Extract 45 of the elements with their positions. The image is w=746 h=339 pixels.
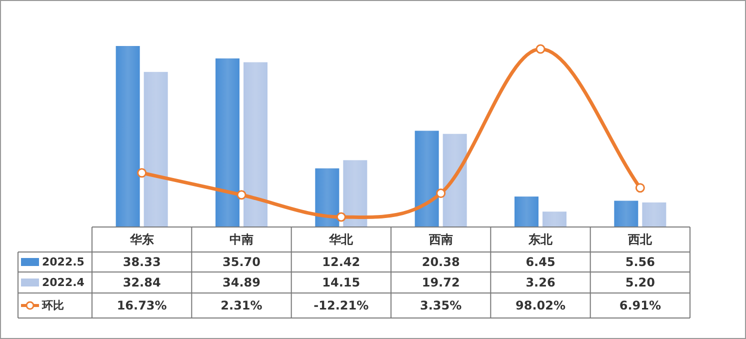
- data-label: 6.91%: [619, 298, 661, 312]
- bar: [315, 168, 340, 227]
- bar: [614, 200, 638, 227]
- x-tick-label: 华东: [128, 232, 154, 246]
- point: [436, 188, 446, 198]
- point: [137, 168, 147, 178]
- bar: [343, 160, 368, 227]
- point: [536, 44, 546, 54]
- data-label: 35.70: [222, 255, 260, 269]
- data-label: 12.42: [322, 255, 360, 269]
- legend-label: 2022.5: [42, 256, 84, 268]
- bar: [642, 202, 666, 227]
- x-tick-label: 东北: [528, 232, 554, 246]
- legend-label: 2022.4: [42, 276, 85, 289]
- data-label: 98.02%: [516, 298, 566, 312]
- bar: [244, 62, 268, 227]
- bar: [542, 212, 566, 227]
- data-label: 3.35%: [420, 298, 462, 312]
- data-label: 32.84: [122, 276, 161, 290]
- bar: [216, 58, 240, 227]
- point: [236, 190, 246, 200]
- point: [336, 212, 346, 222]
- data-label: 6.45: [526, 255, 556, 269]
- data-label: 5.20: [625, 276, 655, 290]
- bar: [116, 46, 140, 227]
- data-label: 38.33: [122, 255, 161, 269]
- data-label: 20.38: [422, 255, 460, 269]
- point: [635, 183, 645, 193]
- x-tick-label: 西北: [627, 232, 654, 246]
- data-label: 5.56: [625, 255, 655, 269]
- data-label: 3.26: [526, 276, 556, 290]
- data-label: 19.72: [422, 276, 460, 290]
- bar: [144, 72, 168, 227]
- data-label: -12.21%: [314, 298, 369, 312]
- bar: [442, 134, 467, 227]
- legend-label: 环比: [41, 299, 64, 312]
- x-tick-label: 西南: [428, 232, 453, 246]
- x-tick-label: 华北: [328, 232, 354, 246]
- data-label: 2.31%: [220, 298, 262, 312]
- data-label: 14.15: [322, 276, 360, 290]
- bar: [514, 196, 538, 227]
- x-tick-label: 中南: [230, 232, 254, 246]
- bar: [414, 130, 439, 227]
- data-label: 34.89: [222, 276, 260, 290]
- data-label: 16.73%: [116, 298, 167, 312]
